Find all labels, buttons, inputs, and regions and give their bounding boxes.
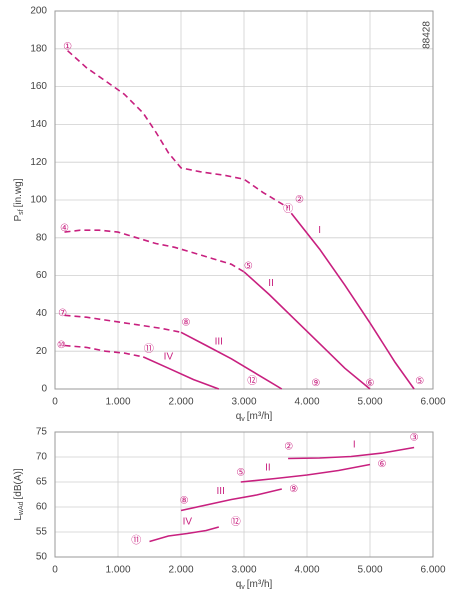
y-label-main: P [13,215,24,222]
y-tick-label: 20 [36,346,48,357]
series-line [243,271,371,390]
y-tick-label: 180 [30,43,47,54]
series-line [64,229,245,273]
x-tick-label: 3.000 [231,565,256,576]
annotation: ⑫ [231,516,241,528]
y-tick-label: 60 [36,270,48,281]
x-tick-label: 4.000 [294,565,319,576]
x-axis-label: qv [m³/h] [236,579,273,591]
annotation: ② [295,195,304,206]
x-axis-label: qv [m³/h] [236,411,273,423]
y-label-sub: wAd [18,501,25,516]
annotation: ⑤ [244,261,253,272]
figure-code: 88428 [422,21,433,49]
annotation: ⑥ [366,378,375,389]
x-tick-label: 1.000 [105,565,130,576]
x-label-main: q [236,579,242,590]
x-label-unit: [m³/h] [247,411,273,422]
annotation: ⑨ [289,484,298,495]
chart: 50 55 60 65 70 75 0 1.000 2.000 3.000 4.000 5.000 6.… [13,427,446,591]
annotation: ⑤ [415,376,424,387]
annotation: III [217,486,225,497]
annotation: I [353,440,356,451]
series-line [180,331,283,390]
x-tick-label: 2.000 [168,565,193,576]
y-axis-label: Psf [in.wg] [13,178,25,221]
y-tick-label: 100 [30,195,47,206]
annotation: ⑪ [283,203,293,215]
x-tick-label: 3.000 [231,397,256,408]
y-label-sub: sf [18,209,25,215]
plot-frame [54,431,434,558]
series-line [64,344,144,358]
y-tick-label: 80 [36,232,48,243]
y-label-unit: [in.wg] [13,178,24,207]
x-tick-label: 5.000 [357,397,382,408]
chart: 0 20 40 60 80 100 120 140 160 180 200 0 1.000 2.000 3.… [13,6,446,423]
series-line [288,446,415,460]
annotation: ⑪ [131,535,141,547]
annotation: ⑨ [311,378,320,389]
annotation: ⑧ [182,317,191,328]
x-label-sub: v [241,584,245,591]
annotation: ⑤ [236,468,245,479]
y-tick-label: 75 [36,427,48,438]
y-axis-label: LwAd [dB(A)] [13,468,25,521]
y-tick-label: 0 [41,384,47,395]
x-label-main: q [236,411,242,422]
series-line [142,356,220,390]
x-tick-label: 4.000 [294,397,319,408]
annotation: I [318,225,321,236]
annotation: IV [164,352,174,363]
y-tick-label: 70 [36,452,48,463]
annotation: ⑥ [377,459,386,470]
annotation: II [265,463,271,474]
annotation: ② [284,442,293,453]
annotation: ④ [60,223,69,234]
y-tick-label: 160 [30,81,47,92]
x-tick-label: 6.000 [420,565,445,576]
annotation: ⑩ [57,340,66,351]
annotation: ① [63,42,72,53]
x-label-unit: [m³/h] [247,579,273,590]
series-line [67,50,289,209]
annotation: ⑪ [144,343,154,355]
annotation: ③ [410,433,419,444]
x-tick-label: 2.000 [168,397,193,408]
y-label-unit: [dB(A)] [13,468,24,499]
y-tick-label: 50 [36,552,48,563]
annotation: II [268,278,274,289]
series-line [240,463,371,483]
x-tick-label: 5.000 [357,565,382,576]
series-line [180,488,282,512]
y-tick-label: 65 [36,477,48,488]
y-tick-label: 120 [30,157,47,168]
y-tick-label: 40 [36,308,48,319]
series-line [290,212,415,390]
annotation: ⑧ [180,496,189,507]
y-tick-label: 60 [36,502,48,513]
series-line [64,314,182,334]
annotation: ⑫ [247,375,257,387]
annotation: IV [183,517,193,528]
x-tick-label: 0 [52,397,58,408]
x-tick-label: 6.000 [420,397,445,408]
y-tick-label: 55 [36,527,48,538]
plot-frame [54,10,434,390]
x-label-sub: v [241,416,245,423]
series-line [149,526,220,543]
y-tick-label: 200 [30,6,47,17]
annotation: III [215,336,223,347]
annotation: ⑦ [58,308,67,319]
y-tick-label: 140 [30,119,47,130]
y-label-main: L [13,515,24,521]
x-tick-label: 0 [52,565,58,576]
x-tick-label: 1.000 [105,397,130,408]
